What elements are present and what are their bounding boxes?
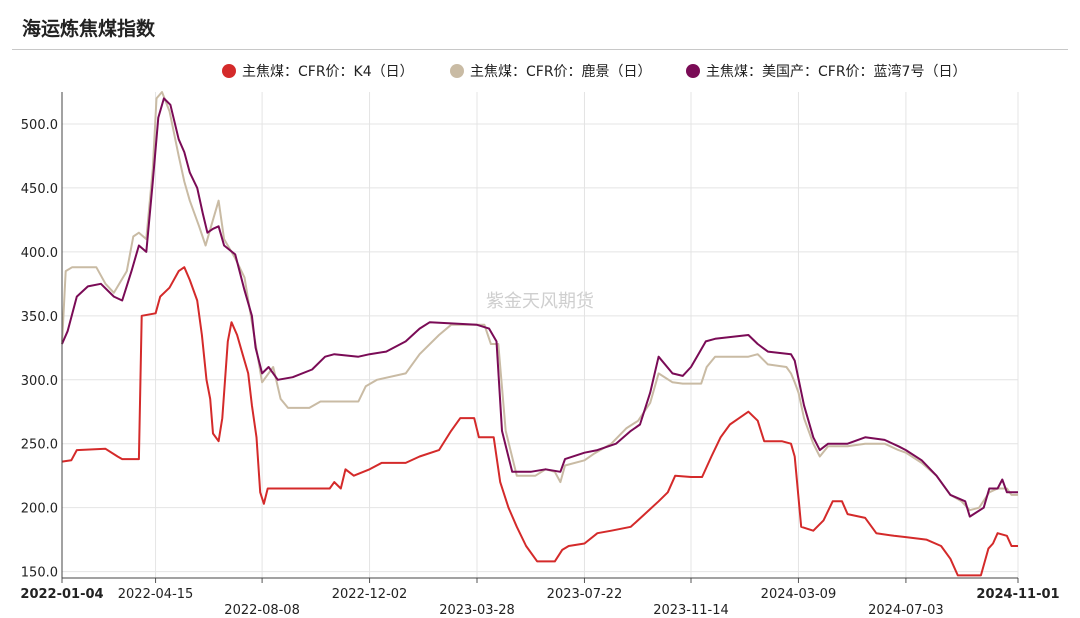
series-line-0[interactable]	[61, 266, 1018, 577]
x-tick-label: 2024-03-09	[761, 587, 837, 602]
legend-label: 主焦煤：美国产：CFR价：蓝湾7号（日）	[706, 64, 967, 80]
legend-label: 主焦煤：CFR价：鹿景（日）	[470, 64, 652, 80]
y-tick-label: 250.0	[21, 438, 58, 453]
legend-marker-beige	[450, 64, 464, 78]
x-tick-label: 2024-07-03	[868, 603, 944, 618]
watermark: 紫金天风期货	[486, 291, 594, 312]
x-tick-label: 2022-12-02	[332, 587, 408, 602]
y-tick-label: 300.0	[21, 374, 58, 389]
series-line-2[interactable]	[61, 97, 1018, 518]
legend-marker-purple	[686, 64, 700, 78]
x-tick-label: 2024-11-01	[976, 587, 1059, 602]
x-tick-label: 2022-08-08	[224, 603, 300, 618]
series-group	[61, 91, 1018, 577]
grid	[61, 92, 1019, 578]
series-line-1[interactable]	[61, 91, 1018, 512]
y-tick-label: 450.0	[21, 182, 58, 197]
y-tick-label: 500.0	[21, 118, 58, 133]
y-tick-label: 350.0	[21, 310, 58, 325]
legend-marker-red	[222, 64, 236, 78]
x-tick-label: 2022-01-04	[20, 587, 103, 602]
x-tick-label: 2023-07-22	[547, 587, 623, 602]
legend-item-lujing[interactable]: 主焦煤：CFR价：鹿景（日）	[450, 60, 652, 82]
x-tick-label: 2022-04-15	[118, 587, 194, 602]
y-tick-label: 400.0	[21, 246, 58, 261]
legend-label: 主焦煤：CFR价：K4（日）	[242, 64, 414, 80]
legend-item-bluebay[interactable]: 主焦煤：美国产：CFR价：蓝湾7号（日）	[686, 60, 966, 82]
y-tick-label: 150.0	[21, 566, 58, 581]
x-tick-label: 2023-11-14	[653, 603, 729, 618]
axes: 150.0 200.0 250.0 300.0 350.0 400.0 450.0 500.0…	[20, 92, 1060, 618]
title-divider	[12, 49, 1068, 50]
x-tick-label: 2023-03-28	[439, 603, 515, 618]
chart-title: 海运炼焦煤指数	[22, 18, 156, 40]
legend-item-k4[interactable]: 主焦煤：CFR价：K4（日）	[222, 60, 414, 82]
y-tick-label: 200.0	[21, 502, 58, 517]
